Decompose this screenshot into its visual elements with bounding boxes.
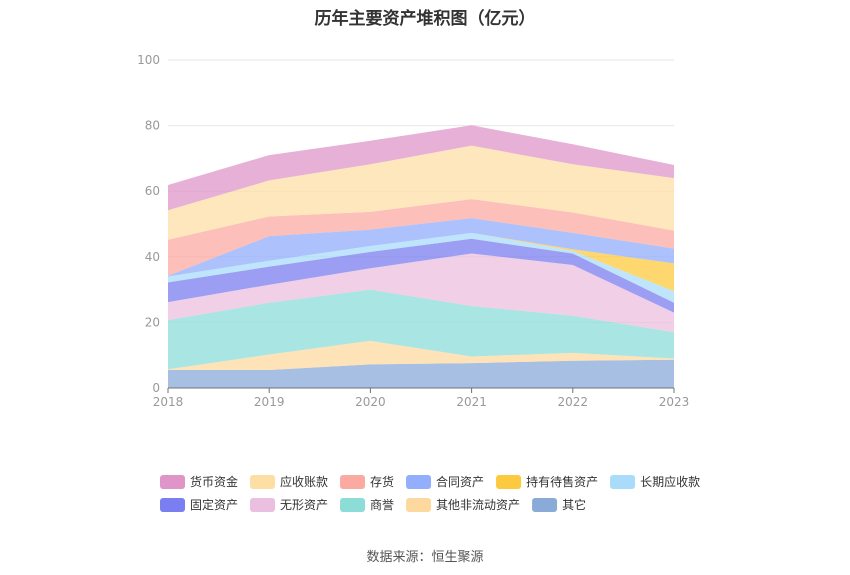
legend-item[interactable]: 长期应收款 — [610, 474, 700, 489]
x-tick-label: 2018 — [153, 395, 184, 409]
y-tick-label: 100 — [137, 53, 160, 67]
legend-label: 持有待售资产 — [526, 474, 598, 489]
legend-swatch — [160, 498, 185, 512]
legend-label: 存货 — [370, 474, 394, 489]
y-tick-label: 0 — [152, 381, 160, 395]
area-无形资产 — [168, 253, 674, 333]
x-tick-label: 2021 — [456, 395, 487, 409]
x-tick-label: 2020 — [355, 395, 386, 409]
legend-label: 无形资产 — [280, 498, 328, 512]
legend-label: 合同资产 — [436, 474, 484, 489]
legend-item[interactable]: 固定资产 — [160, 497, 238, 512]
legend-label: 商誉 — [370, 497, 394, 512]
legend-label: 其它 — [562, 497, 586, 512]
legend-item[interactable]: 其他非流动资产 — [406, 498, 520, 512]
legend-item[interactable]: 商誉 — [340, 497, 394, 512]
area-存货 — [168, 199, 674, 276]
x-tick-label: 2022 — [558, 395, 589, 409]
area-应收账款 — [168, 145, 674, 240]
legend-label: 其他非流动资产 — [436, 498, 520, 512]
y-tick-label: 60 — [145, 184, 160, 198]
legend-swatch — [610, 475, 636, 489]
legend-swatch — [340, 475, 366, 489]
legend-label: 长期应收款 — [640, 474, 700, 489]
area-其它 — [168, 359, 674, 388]
legend-swatch — [160, 475, 185, 489]
area-其他非流动资产 — [168, 340, 674, 370]
data-source: 数据来源：恒生聚源 — [366, 550, 484, 565]
legend-label: 货币资金 — [190, 474, 238, 489]
legend-item[interactable]: 其它 — [532, 497, 586, 512]
area-合同资产 — [168, 218, 674, 277]
legend-item[interactable]: 合同资产 — [406, 474, 484, 489]
legend-item[interactable]: 存货 — [340, 474, 394, 489]
y-tick-label: 80 — [145, 119, 160, 133]
x-tick-label: 2023 — [659, 395, 690, 409]
area-商誉 — [168, 289, 674, 370]
legend-swatch — [406, 475, 432, 489]
legend-item[interactable]: 货币资金 — [160, 474, 238, 489]
chart-title: 历年主要资产堆积图（亿元） — [314, 9, 536, 29]
legend-item[interactable]: 无形资产 — [250, 498, 328, 512]
legend-label: 应收账款 — [280, 474, 328, 489]
y-tick-label: 40 — [145, 250, 160, 264]
legend-swatch — [496, 475, 522, 489]
legend-swatch — [340, 498, 366, 512]
x-tick-label: 2019 — [254, 395, 285, 409]
legend-item[interactable]: 持有待售资产 — [496, 474, 598, 489]
area-货币资金 — [168, 125, 674, 211]
legend-item[interactable]: 应收账款 — [250, 474, 328, 489]
legend-swatch — [250, 498, 276, 512]
y-tick-label: 20 — [145, 315, 160, 329]
legend-swatch — [532, 498, 558, 512]
area-series — [168, 125, 674, 388]
legend-label: 固定资产 — [190, 497, 238, 512]
axes: 0 20 40 60 80 100 2018 2019 2020 2021 2022 2023 — [137, 53, 689, 409]
legend-swatch — [406, 498, 432, 512]
legend-swatch — [250, 475, 276, 489]
area-固定资产 — [168, 238, 674, 313]
